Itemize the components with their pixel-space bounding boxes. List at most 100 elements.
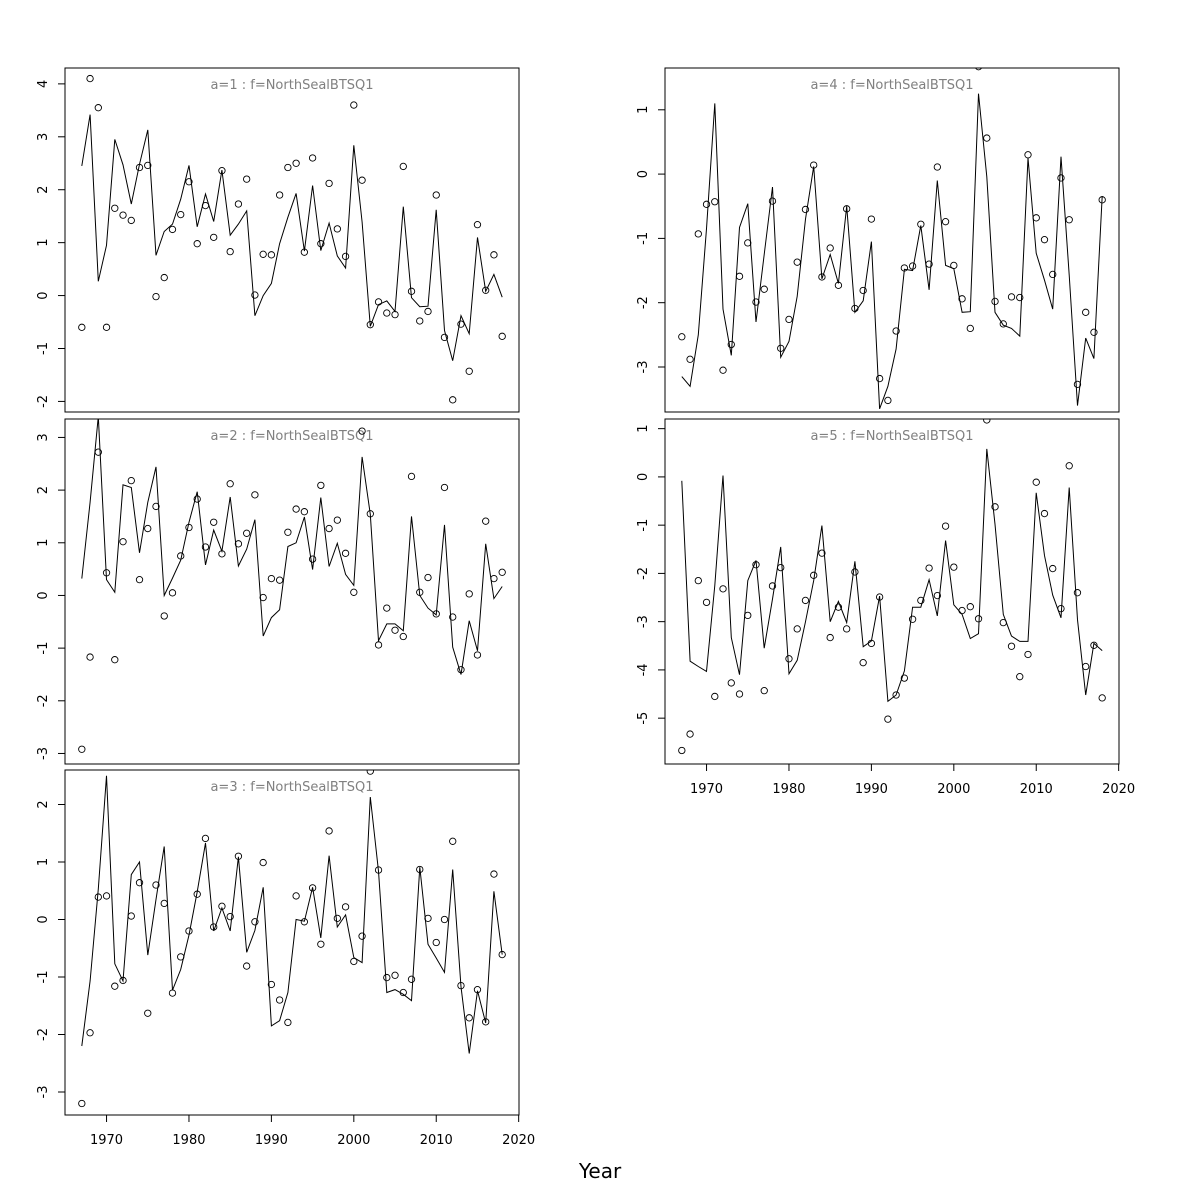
observed-point bbox=[1016, 673, 1024, 681]
observed-point bbox=[102, 323, 111, 331]
observed-point bbox=[325, 524, 333, 533]
observed-point bbox=[78, 1099, 86, 1108]
observed-point bbox=[1065, 462, 1073, 470]
observed-point bbox=[391, 971, 399, 979]
observed-point bbox=[719, 366, 727, 374]
observed-point bbox=[325, 827, 333, 835]
observed-point bbox=[785, 315, 793, 324]
observed-point bbox=[341, 252, 350, 261]
x-tick-label: 2000 bbox=[337, 1133, 370, 1148]
observed-point bbox=[391, 626, 399, 634]
x-tick-label: 2020 bbox=[1102, 782, 1135, 797]
observed-point bbox=[111, 656, 119, 664]
observed-point bbox=[1049, 564, 1057, 573]
observed-point bbox=[1007, 642, 1016, 650]
observed-point bbox=[465, 1014, 473, 1022]
observed-point bbox=[267, 980, 276, 989]
x-tick-label: 1990 bbox=[855, 782, 888, 797]
observed-point bbox=[325, 179, 333, 188]
panel-3: -3 -2 -1 0 1 2 1970 1980 1990 2000 2010 2020 a=3 : f… bbox=[36, 769, 535, 1148]
observed-point bbox=[975, 68, 982, 71]
observed-point bbox=[1007, 293, 1016, 301]
observed-point bbox=[251, 291, 259, 299]
observed-point bbox=[892, 691, 900, 699]
y-tick-label: 1 bbox=[36, 858, 51, 866]
observed-point bbox=[259, 858, 267, 867]
observed-point bbox=[958, 295, 966, 303]
observed-point bbox=[449, 396, 457, 404]
observed-point bbox=[1073, 589, 1082, 597]
observed-point bbox=[292, 505, 300, 513]
observed-point bbox=[391, 310, 399, 319]
observed-point bbox=[686, 355, 694, 363]
observed-point bbox=[160, 273, 168, 282]
observed-point bbox=[719, 585, 727, 593]
observed-point bbox=[859, 659, 867, 667]
y-tick-label: 0 bbox=[636, 473, 651, 481]
y-tick-label: -1 bbox=[636, 519, 651, 532]
fitted-line bbox=[81, 114, 503, 361]
panel-title: a=5 : f=NorthSealBTSQ1 bbox=[810, 429, 973, 444]
y-tick-label: -3 bbox=[36, 747, 51, 760]
observed-point bbox=[275, 996, 284, 1004]
panel-frame bbox=[64, 769, 520, 1116]
x-tick-label: 1980 bbox=[172, 1133, 205, 1148]
observed-point bbox=[991, 503, 999, 511]
observed-point bbox=[999, 320, 1007, 328]
observed-point bbox=[834, 603, 843, 611]
panels: -2 -1 0 1 2 3 4 a=1 : f=NorthSealBTSQ1 -3 -2 -1 0 1 2… bbox=[36, 67, 1135, 1148]
observed-point bbox=[341, 903, 350, 911]
observed-point bbox=[793, 625, 801, 633]
observed-point bbox=[760, 285, 768, 293]
observed-point bbox=[702, 200, 711, 208]
observed-point bbox=[1090, 328, 1098, 336]
observed-point bbox=[958, 606, 966, 615]
x-tick-label: 2010 bbox=[1020, 782, 1053, 797]
observed-point bbox=[768, 197, 777, 205]
observed-point bbox=[407, 472, 416, 481]
observed-point bbox=[735, 272, 744, 280]
observed-point bbox=[1024, 650, 1032, 659]
observed-point bbox=[424, 573, 432, 582]
observed-point bbox=[350, 101, 358, 109]
observed-point bbox=[950, 563, 958, 571]
observed-point bbox=[884, 396, 892, 405]
observed-point bbox=[440, 483, 449, 492]
x-tick-label: 2000 bbox=[937, 782, 970, 797]
observed-point bbox=[702, 598, 711, 607]
observed-point bbox=[801, 205, 810, 214]
observed-point bbox=[284, 528, 292, 536]
observed-point bbox=[884, 715, 892, 723]
observed-point bbox=[735, 690, 744, 698]
y-tick-label: -2 bbox=[36, 694, 51, 707]
observed-point bbox=[383, 973, 391, 982]
fitted-line bbox=[81, 419, 503, 675]
observed-point bbox=[144, 524, 152, 533]
observed-point bbox=[78, 745, 86, 753]
observed-point bbox=[185, 523, 193, 532]
observed-point bbox=[177, 210, 185, 219]
observed-point bbox=[111, 982, 119, 990]
observed-point bbox=[908, 615, 917, 623]
panel-1: -2 -1 0 1 2 3 4 a=1 : f=NorthSealBTSQ1 bbox=[36, 67, 520, 413]
panel-title: a=1 : f=NorthSealBTSQ1 bbox=[210, 78, 373, 93]
observed-point bbox=[144, 161, 152, 170]
observed-point bbox=[432, 191, 440, 199]
observed-point bbox=[127, 216, 135, 225]
y-tick-label: -1 bbox=[36, 642, 51, 655]
y-tick-label: 0 bbox=[36, 915, 51, 923]
observed-point bbox=[991, 297, 999, 306]
observed-point bbox=[1016, 293, 1024, 302]
observed-point bbox=[694, 576, 702, 585]
y-tick-label: 1 bbox=[636, 425, 651, 433]
panel-title: a=2 : f=NorthSealBTSQ1 bbox=[210, 429, 373, 444]
observed-point bbox=[160, 612, 168, 620]
observed-point bbox=[851, 568, 859, 576]
observed-point bbox=[317, 240, 325, 248]
y-tick-label: 0 bbox=[36, 291, 51, 299]
panel-frame bbox=[64, 67, 520, 413]
x-axis-title: Year bbox=[578, 1159, 622, 1183]
observed-point bbox=[678, 333, 686, 341]
observed-point bbox=[152, 292, 160, 301]
